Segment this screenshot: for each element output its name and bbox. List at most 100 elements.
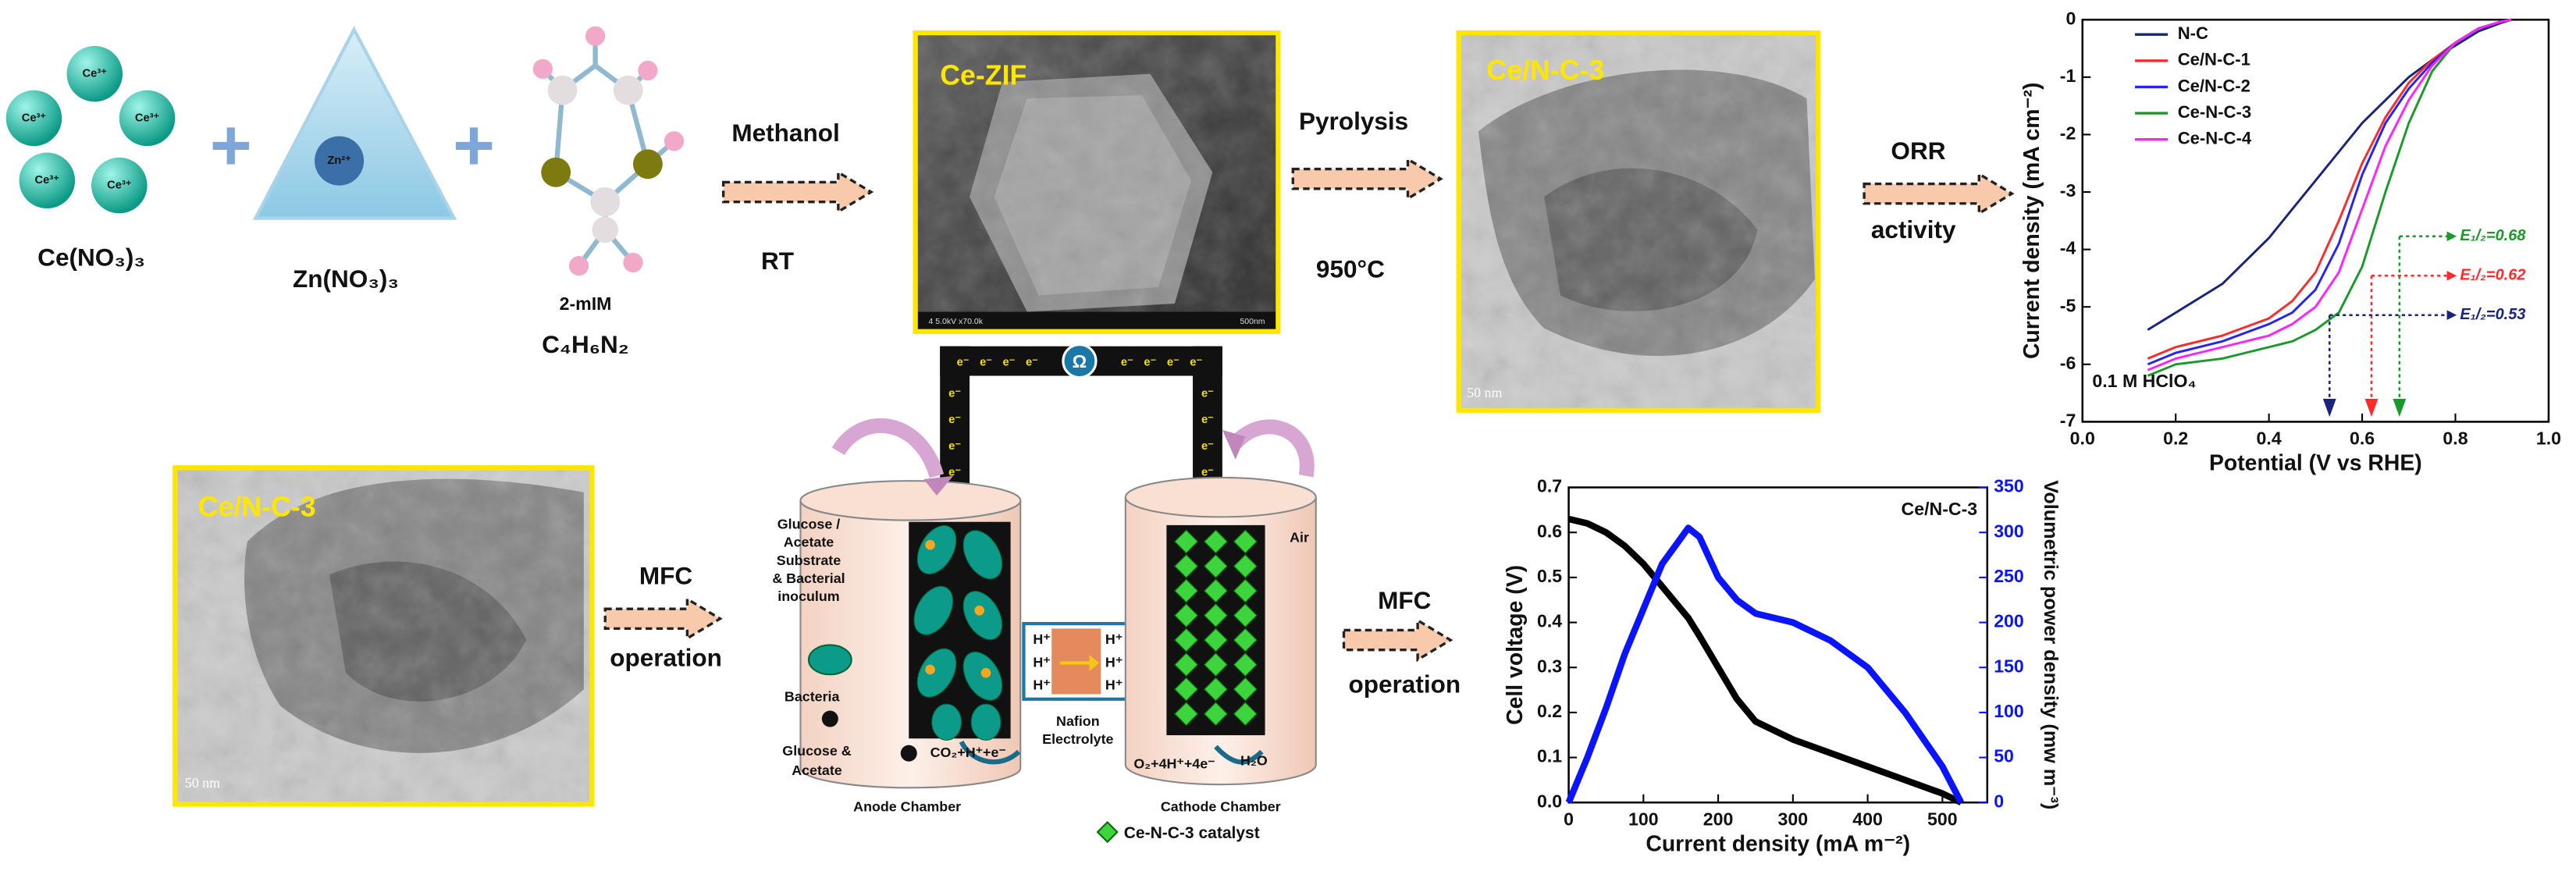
catalyst-diamond [1203, 578, 1229, 603]
y-tick-label: -1 [2060, 66, 2076, 86]
molecule-part [632, 149, 663, 180]
step-label: ORR [1891, 137, 1945, 165]
substrate-label: Acetate [784, 535, 834, 550]
legend-label: Ce-N-C-4 [2178, 129, 2252, 148]
electron-label: e⁻ [1144, 357, 1156, 369]
step-label: operation [610, 644, 722, 672]
proton-label: H⁺ [1033, 654, 1050, 670]
series-line [2147, 18, 2512, 331]
sem-image-part [915, 311, 1279, 332]
series-line [1565, 524, 1965, 805]
electron-label: e⁻ [957, 357, 970, 369]
mfc-diagram-part-part [962, 530, 1003, 580]
sem-image-part [913, 30, 1281, 334]
step-label: RT [761, 247, 794, 275]
ion-label: Ce³⁺ [22, 112, 47, 124]
ce-ions-part: Ce³⁺ [19, 152, 76, 209]
substrate-label: inoculum [777, 588, 839, 604]
x-tick-label: 400 [1852, 809, 1883, 830]
x-axis-label: Current density (mA m⁻²) [1646, 831, 1910, 856]
electron-label: e⁻ [1190, 357, 1202, 369]
reagent-label: C₄H₆N₂ [542, 330, 629, 358]
ce-ions-part: Ce³⁺ [5, 90, 62, 147]
process-arrow [1863, 171, 2015, 216]
process-arrow [1342, 617, 1453, 663]
mfc-diagram-part [821, 710, 838, 727]
reagent-label: 2-mIM [560, 293, 612, 314]
y2-tick-label: 0 [1994, 791, 2004, 811]
x-tick-label: 0.0 [2070, 428, 2095, 449]
half-wave-pointer [2446, 310, 2457, 321]
catalyst-diamond [1233, 677, 1258, 702]
step-label: MFC [1378, 586, 1431, 614]
x-tick-label: 200 [1703, 809, 1734, 830]
catalyst-diamond [1174, 677, 1199, 702]
ce-ions-part-part [91, 157, 148, 214]
tem-image-part [1456, 30, 1821, 413]
tem-image: 50 nm [173, 465, 595, 807]
molecule-part [664, 131, 685, 151]
electron-label: e⁻ [1003, 357, 1016, 369]
electron-label: e⁻ [1201, 440, 1214, 453]
plot-area [1567, 486, 1989, 804]
y-tick-label: 0.2 [1537, 701, 1562, 721]
ce-ions-part: Ce³⁺ [119, 90, 176, 147]
mfc-diagram-part [1222, 429, 1246, 460]
mfc-diagram-part [799, 480, 1022, 521]
image-label: Ce/N-C-3 [198, 491, 316, 522]
mfc-diagram-part-part [974, 605, 984, 616]
y-tick-label: -7 [2060, 411, 2076, 431]
x-tick-label: 500 [1927, 809, 1958, 830]
step-label: 950°C [1316, 254, 1385, 283]
molecule [532, 26, 685, 276]
ion-label: Ce³⁺ [35, 174, 60, 187]
y2-tick-label: 100 [1994, 701, 2024, 721]
catalyst-diamond [1203, 652, 1229, 677]
catalyst-diamond [1174, 627, 1199, 652]
half-wave-arrow [2364, 398, 2379, 418]
molecule-part [541, 157, 571, 187]
y-tick-label: 0.3 [1537, 656, 1562, 676]
y-tick-label: -4 [2060, 238, 2076, 258]
mfc-diagram-part [831, 418, 945, 478]
mfc-diagram-part-part [916, 524, 957, 574]
anode-reaction: CO₂+H⁺+e⁻ [930, 745, 1006, 760]
catalyst-diamond [1233, 553, 1258, 579]
zn-triangle-part [315, 136, 365, 186]
catalyst-diamond [1233, 702, 1258, 727]
proton-label: H⁺ [1105, 654, 1123, 670]
ion-label: Ce³⁺ [135, 112, 160, 124]
catalyst-diamond [1203, 603, 1229, 628]
chamber-label: Anode Chamber [853, 798, 961, 814]
half-wave-label: E₁/₂=0.62 [2460, 267, 2525, 284]
x-tick-label: 0.4 [2257, 428, 2282, 449]
y-tick-label: 0.7 [1537, 476, 1562, 496]
molecule-part [638, 60, 658, 81]
zn-triangle: Zn²⁺ [252, 26, 457, 220]
chart-annotation: Ce/N-C-3 [1902, 499, 1978, 519]
charts: 0.0 0.2 0.4 0.6 0.8 1.0 -7 -6 -5 -4 -3 -2 -1 0 Potenti… [1503, 8, 2561, 856]
step-label: Pyrolysis [1299, 107, 1408, 135]
ion-label: Ce³⁺ [83, 68, 108, 80]
ce-ions-part-part [5, 90, 62, 147]
proton-label: H⁺ [1105, 631, 1123, 647]
ce-ions-part: Ce³⁺ [66, 45, 123, 102]
mfc-diagram-part-part [916, 648, 957, 698]
substrate-label: Glucose / [777, 517, 840, 532]
mfc-diagram-part [807, 644, 852, 676]
process-arrow [721, 169, 874, 215]
process-arrow [603, 596, 723, 641]
ion-label: Zn²⁺ [327, 155, 351, 167]
ion-label: Ce³⁺ [107, 180, 132, 192]
mfc-diagram-part [1229, 419, 1315, 478]
ce-ions: Ce³⁺ Ce³⁺ Ce³⁺ Ce³⁺ Ce³⁺ [5, 45, 176, 214]
resistor-label: Ω [1073, 351, 1087, 371]
plus-sign: + [453, 105, 495, 186]
mfc-diagram-part [1059, 655, 1100, 672]
reagent-label: Ce(NO₃)₃ [37, 243, 145, 272]
catalyst-diamond [1174, 652, 1199, 677]
y2-axis-label: Volumetric power density (mw m⁻³) [2040, 480, 2062, 809]
scale-label: 50 nm [1467, 385, 1502, 400]
